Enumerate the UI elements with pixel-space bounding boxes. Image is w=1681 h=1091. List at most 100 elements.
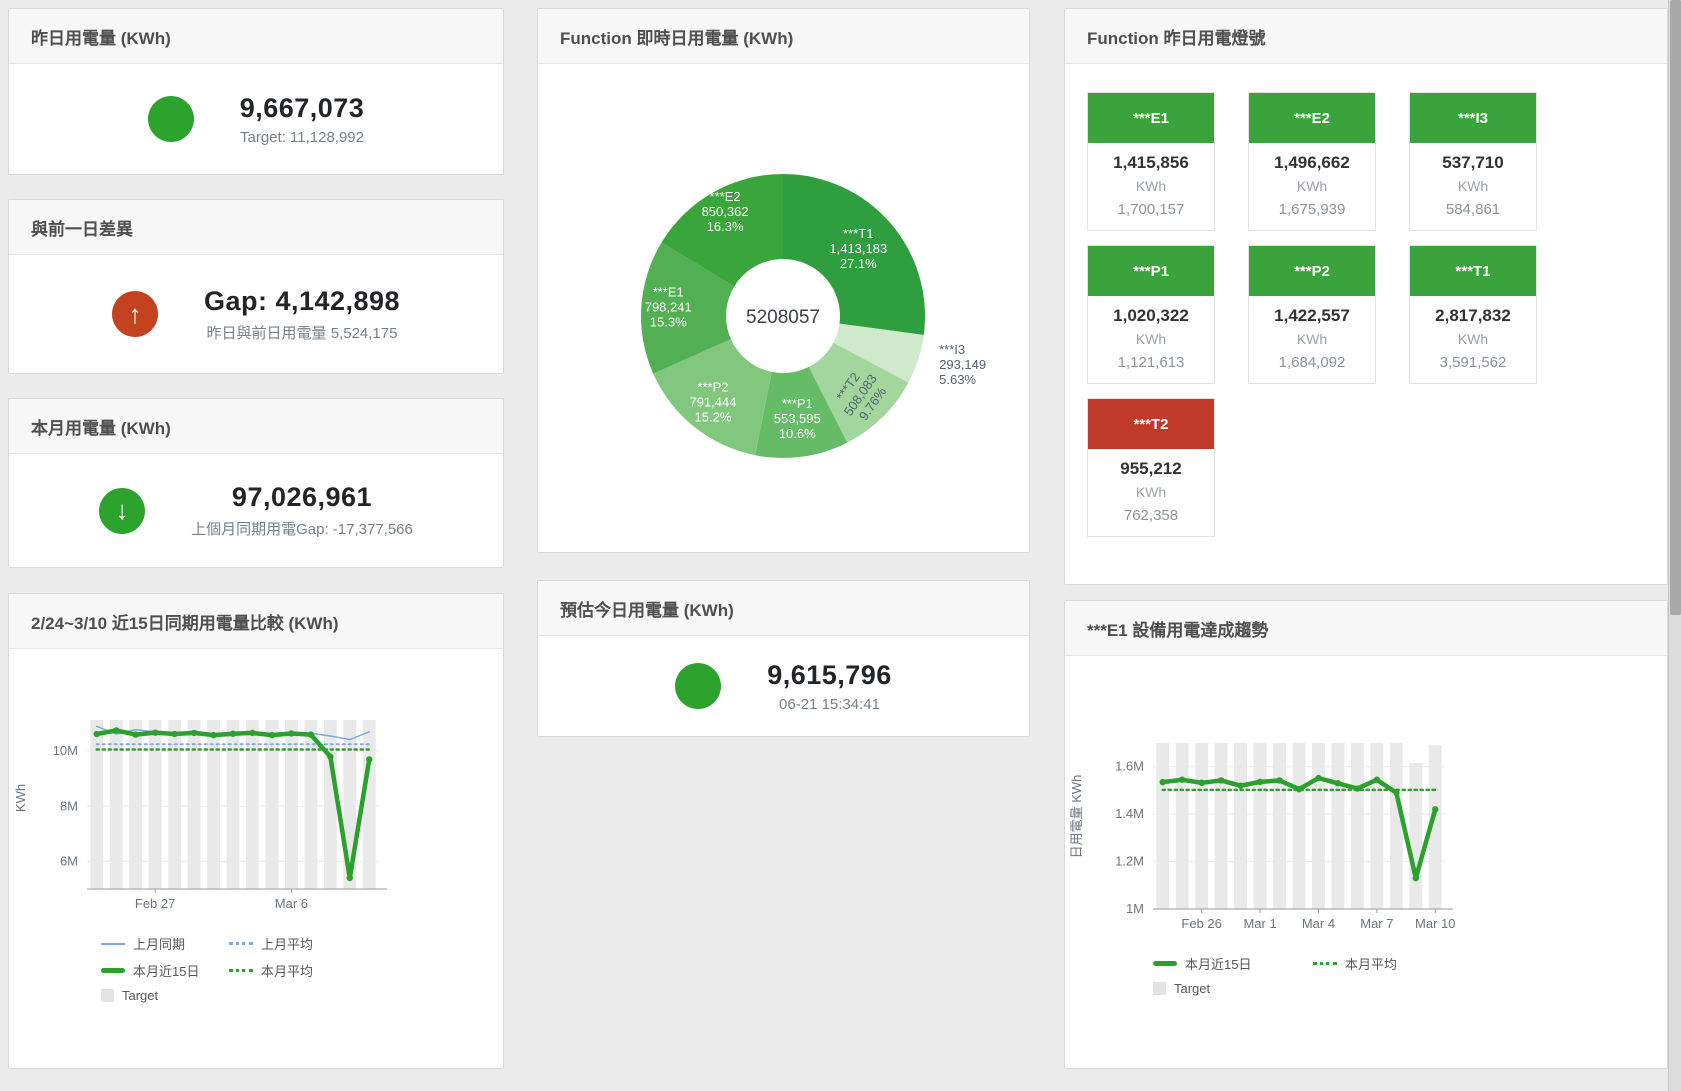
down-arrow-icon: ↓ [99, 487, 146, 534]
donut-slice-P2[interactable] [653, 339, 772, 456]
y-tick-label: 1.6M [1115, 759, 1144, 774]
legend-swatch-icon [1153, 961, 1177, 966]
series-point [268, 731, 276, 739]
tile-value: 537,710 [1442, 153, 1504, 172]
vertical-scrollbar[interactable] [1668, 0, 1681, 1091]
series-point [1295, 786, 1303, 793]
panel-title: 本月用電量 (KWh) [31, 418, 171, 438]
status-circle-icon [675, 663, 722, 709]
estimate-timestamp: 06-21 15:34:41 [779, 695, 880, 713]
panel-title: 昨日用電量 (KWh) [31, 28, 171, 48]
legend-label: Target [122, 988, 159, 1003]
y-axis-label: KWh [13, 784, 28, 812]
legend-item[interactable]: 本月平均 [1313, 954, 1397, 973]
legend-item[interactable]: 上月同期 [101, 934, 219, 953]
donut-slice-T1[interactable] [783, 174, 925, 335]
tile-target-value: 1,700,157 [1117, 201, 1185, 218]
series-point [1373, 776, 1381, 783]
day-gap-subtitle: 昨日與前日用電量 5,524,175 [206, 324, 398, 342]
panel-header-lights[interactable]: Function 昨日用電燈號 [1065, 9, 1667, 64]
y-axis-label: 日用電量 KWh [1069, 775, 1084, 859]
series-point [210, 731, 217, 739]
tile-status-header: ***E2 [1249, 93, 1375, 143]
legend-item[interactable]: 本月平均 [229, 961, 313, 980]
panel-title: 預估今日用電量 (KWh) [560, 600, 734, 620]
panel-month-usage: 本月用電量 (KWh) ↓ 97,026,961 上個月同期用電Gap: -17… [8, 398, 504, 568]
series-point [1354, 785, 1361, 792]
tile-unit: KWh [1135, 331, 1167, 347]
compare-15d-chart[interactable]: 6M 8M 10M Feb 27 Mar 6 KWh [9, 697, 489, 932]
target-bar [304, 719, 318, 889]
tile-unit: KWh [1296, 178, 1328, 194]
target-bar [1234, 742, 1248, 909]
donut-slice-T2[interactable] [808, 342, 909, 443]
y-tick-label: 1.4M [1115, 806, 1144, 821]
light-tile-E1: ***E1 1,415,856 KWh 1,700,157 [1087, 92, 1215, 231]
legend-swatch-icon [101, 942, 125, 945]
target-bar [1428, 745, 1442, 909]
tile-status-header: ***P1 [1088, 246, 1214, 296]
panel-header-yesterday[interactable]: 昨日用電量 (KWh) [9, 9, 503, 64]
target-bar [1175, 742, 1189, 909]
donut-slice-P1[interactable] [755, 366, 848, 458]
yesterday-target: Target: 11,128,992 [240, 128, 364, 146]
panel-header-realtime[interactable]: Function 即時日用電量 (KWh) [538, 9, 1029, 64]
legend-label: 上月同期 [133, 937, 186, 952]
scrollbar-thumb[interactable] [1670, 0, 1681, 615]
tile-body: 1,496,662 KWh 1,675,939 [1249, 143, 1375, 230]
tile-body: 955,212 KWh 762,358 [1088, 449, 1214, 536]
panel-estimate-today: 預估今日用電量 (KWh) 9,615,796 06-21 15:34:41 [537, 580, 1030, 737]
target-bar [1350, 742, 1364, 909]
tile-status-header: ***I3 [1410, 93, 1536, 143]
panel-header-day-gap[interactable]: 與前一日差異 [9, 200, 503, 255]
donut-label: ***P2 791,444 15.2% [689, 379, 736, 424]
donut-center-value: 5208057 [746, 307, 820, 328]
light-tile-I3: ***I3 537,710 KWh 584,861 [1409, 92, 1537, 231]
panel-day-gap: 與前一日差異 ↑ Gap: 4,142,898 昨日與前日用電量 5,524,1… [8, 199, 504, 374]
target-bar [90, 719, 104, 889]
realtime-donut-chart[interactable]: ***T1 1,413,183 27.1% ***I3 293,149 5.63% ***T… [538, 64, 1029, 552]
donut-label: ***T1 1,413,183 27.1% [829, 226, 887, 271]
series-point [1276, 777, 1283, 784]
panel-title: ***E1 設備用電達成趨勢 [1087, 620, 1269, 640]
legend-item[interactable]: Target [1153, 981, 1303, 996]
y-tick-label: 10M [53, 743, 78, 758]
x-tick-label: Mar 4 [1302, 916, 1335, 931]
tile-status-header: ***T1 [1410, 246, 1536, 296]
x-tick-label: Feb 26 [1181, 916, 1221, 931]
legend-item[interactable]: Target [101, 988, 219, 1003]
target-bar [207, 719, 220, 889]
light-tile-T1: ***T1 2,817,832 KWh 3,591,562 [1409, 245, 1537, 384]
panel-header-e1-trend[interactable]: ***E1 設備用電達成趨勢 [1065, 601, 1667, 656]
donut-slice-I3[interactable] [833, 323, 924, 383]
series-point [132, 731, 139, 738]
legend-item[interactable]: 上月平均 [229, 934, 313, 953]
legend-swatch-icon [101, 968, 125, 973]
tile-target-value: 584,861 [1445, 201, 1501, 218]
tile-unit: KWh [1135, 178, 1167, 194]
donut-slice-E1[interactable] [641, 242, 735, 374]
target-bar [1195, 742, 1209, 909]
donut-label: ***P1 553,595 10.6% [774, 396, 821, 441]
light-tile-T2: ***T2 955,212 KWh 762,358 [1087, 398, 1215, 537]
legend-label: 上月平均 [261, 937, 314, 952]
up-arrow-icon: ↑ [111, 291, 158, 337]
panel-header-estimate[interactable]: 預估今日用電量 (KWh) [538, 581, 1029, 636]
series-point [327, 753, 334, 760]
series-point [229, 730, 237, 737]
donut-slice-E2[interactable] [661, 174, 783, 287]
series-point [1237, 782, 1244, 789]
series-point [1315, 774, 1322, 782]
panel-header-month[interactable]: 本月用電量 (KWh) [9, 399, 503, 454]
legend-item[interactable]: 本月近15日 [1153, 954, 1303, 973]
e1-trend-chart[interactable]: 1M 1.2M 1.4M 1.6M Feb 26 Mar 1 Mar 4 Mar 7 Mar 1… [1065, 712, 1625, 952]
tile-body: 537,710 KWh 584,861 [1410, 143, 1536, 230]
panel-header-compare[interactable]: 2/24~3/10 近15日同期用電量比較 (KWh) [9, 594, 503, 649]
donut-label: ***T2508,0839.76% [828, 363, 892, 427]
series-point [249, 729, 256, 737]
target-bar [1253, 742, 1267, 909]
target-bar [265, 719, 279, 889]
target-bar [1389, 742, 1403, 909]
legend-item[interactable]: 本月近15日 [101, 961, 219, 980]
target-bar [323, 719, 337, 889]
